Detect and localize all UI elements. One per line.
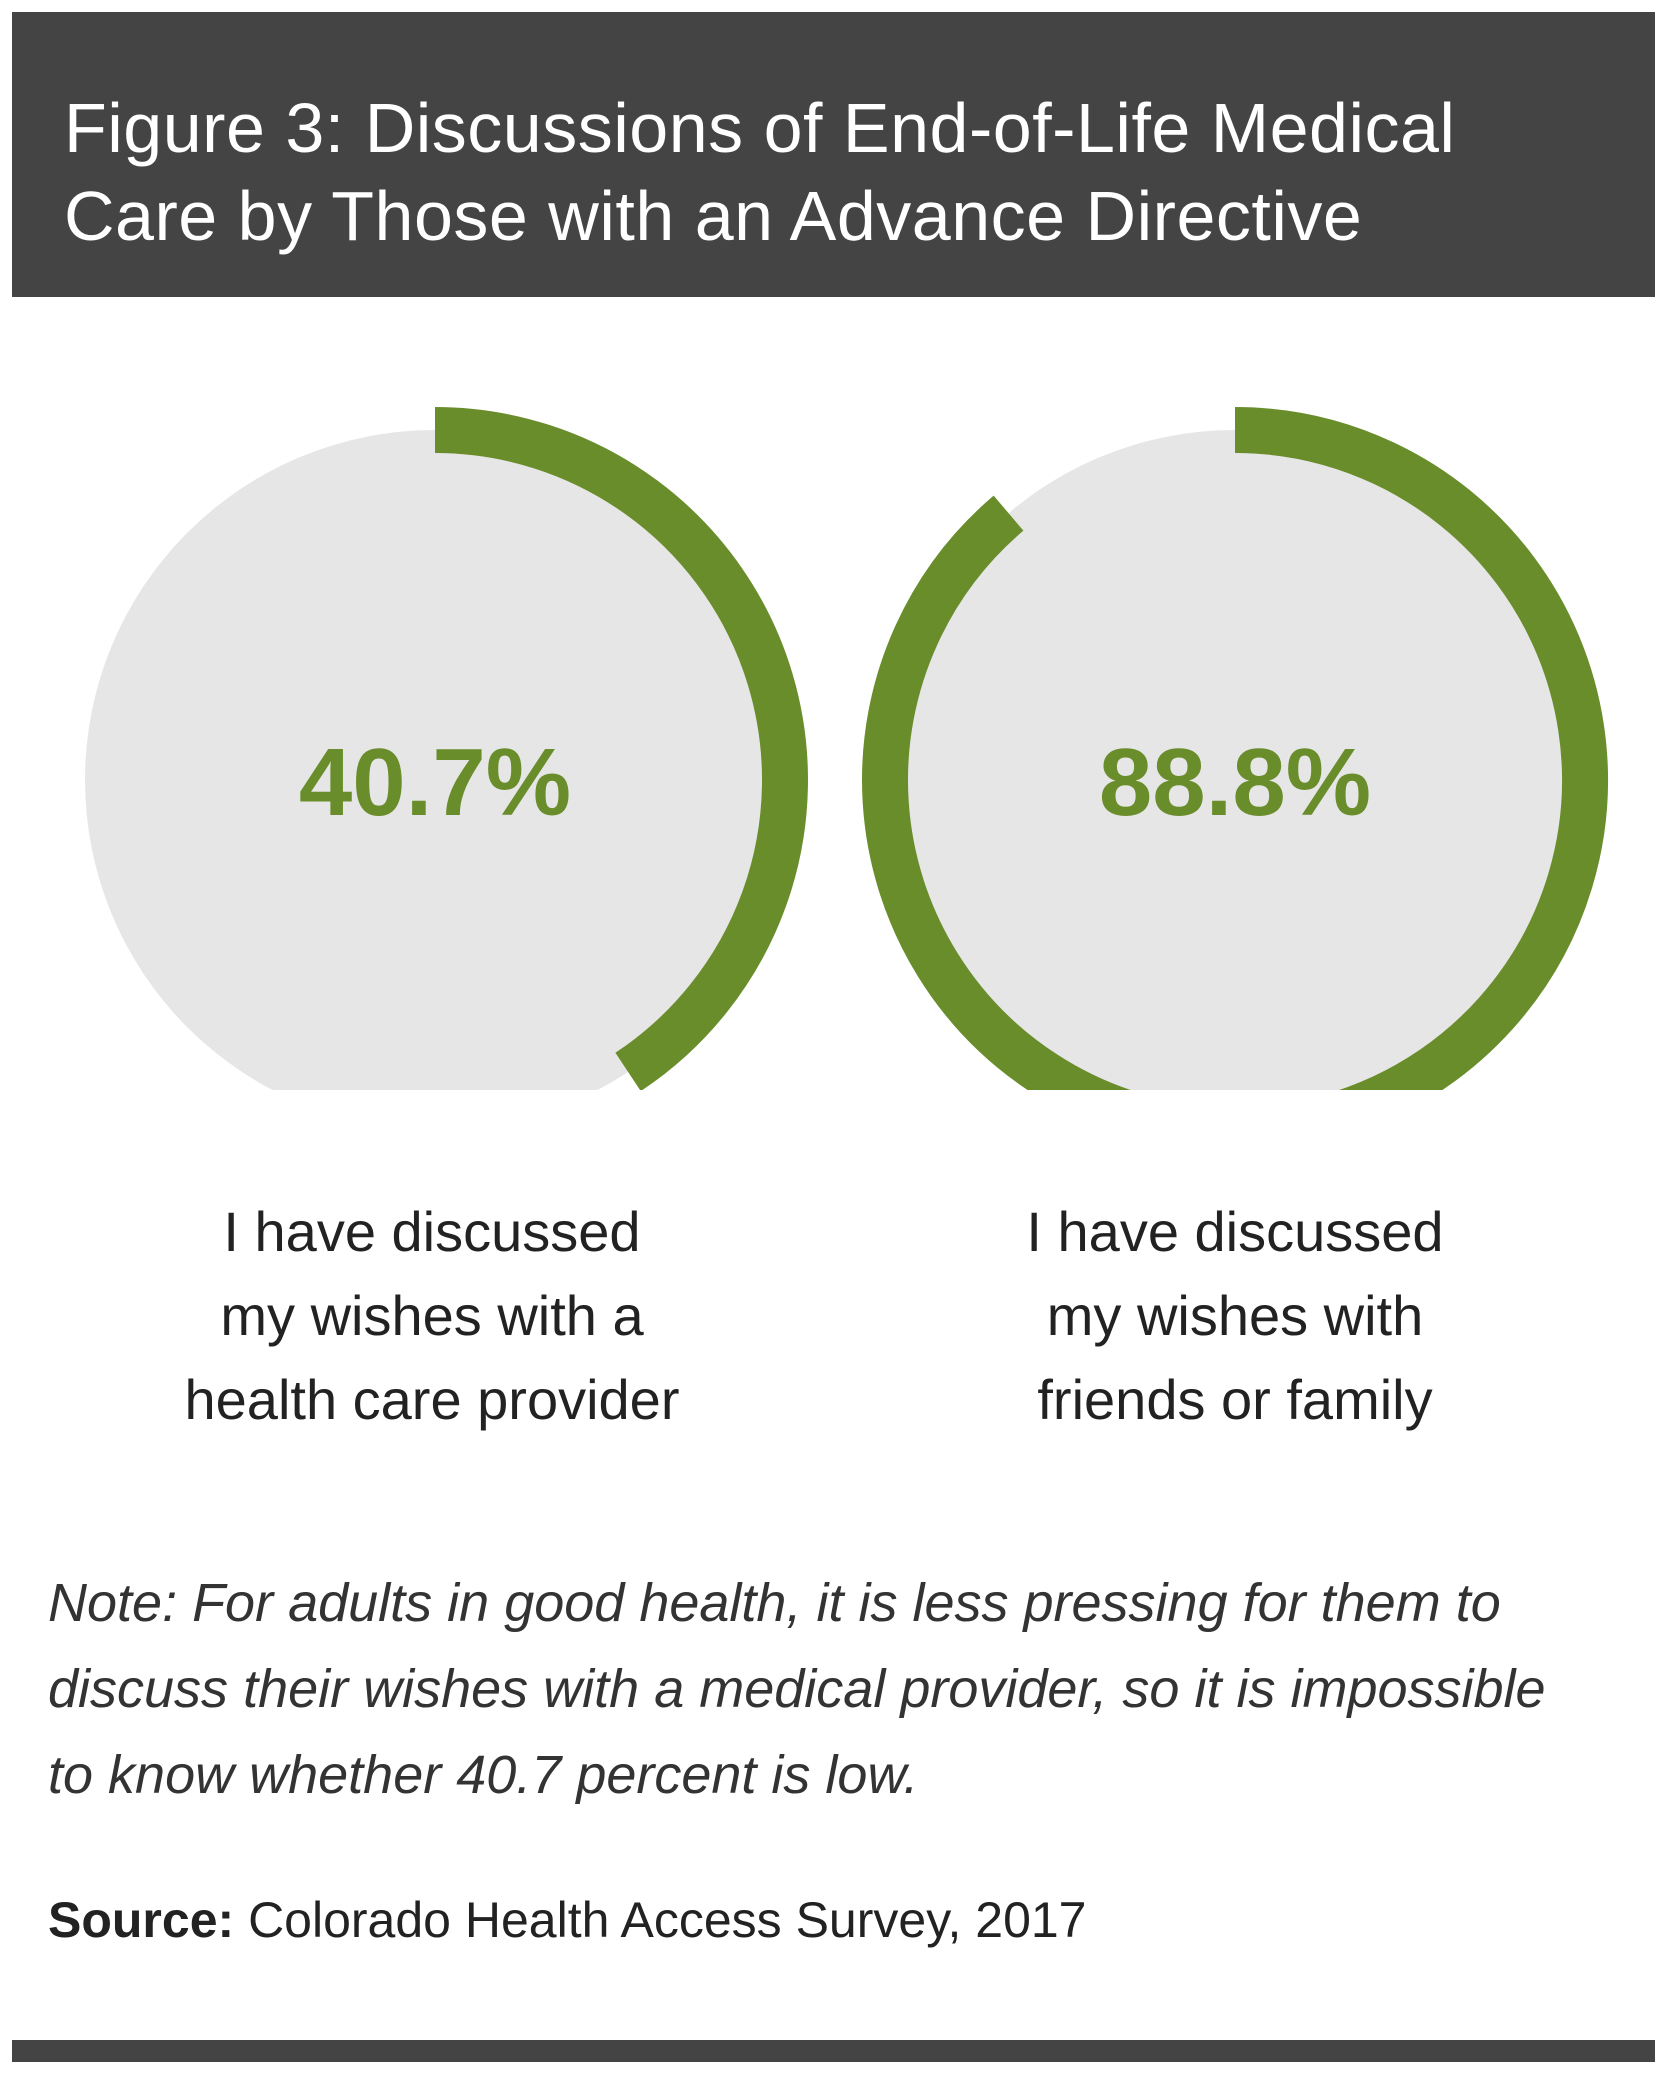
category-label-friends-family: I have discussed my wishes with friends … (885, 1190, 1585, 1442)
figure-title-line-1: Figure 3: Discussions of End-of-Life Med… (64, 89, 1456, 167)
donut-percent-label: 40.7% (299, 729, 571, 836)
donut-progress-arc (434, 407, 808, 1090)
note-line-2: discuss their wishes with a medical prov… (48, 1659, 1546, 1719)
category-label-line: my wishes with a (220, 1284, 644, 1347)
donut-progress-arc (862, 407, 1608, 1090)
figure-note: Note: For adults in good health, it is l… (48, 1560, 1638, 1818)
source-label: Source: (48, 1892, 235, 1948)
category-label-line: friends or family (1037, 1368, 1433, 1431)
note-line-1: Note: For adults in good health, it is l… (48, 1573, 1501, 1633)
bottom-divider (12, 2040, 1655, 2062)
donut-percent-label: 88.8% (1099, 729, 1371, 836)
note-line-3: to know whether 40.7 percent is low. (48, 1745, 919, 1805)
figure-title-line-2: Care by Those with an Advance Directive (64, 177, 1363, 255)
figure-header: Figure 3: Discussions of End-of-Life Med… (12, 12, 1655, 297)
donut-chart-friends-family: 88.8% (862, 407, 1608, 1090)
category-label-line: I have discussed (1026, 1200, 1444, 1263)
figure-source: Source: Colorado Health Access Survey, 2… (48, 1880, 1087, 1960)
category-label-health-care-provider: I have discussed my wishes with a health… (82, 1190, 782, 1442)
source-text: Colorado Health Access Survey, 2017 (234, 1892, 1087, 1948)
donut-background-circle (85, 430, 785, 1090)
donut-background-circle (885, 430, 1585, 1090)
category-label-line: health care provider (184, 1368, 680, 1431)
donut-chart-health-care-provider: 40.7% (85, 407, 808, 1090)
category-label-line: my wishes with (1046, 1284, 1424, 1347)
category-label-line: I have discussed (223, 1200, 641, 1263)
